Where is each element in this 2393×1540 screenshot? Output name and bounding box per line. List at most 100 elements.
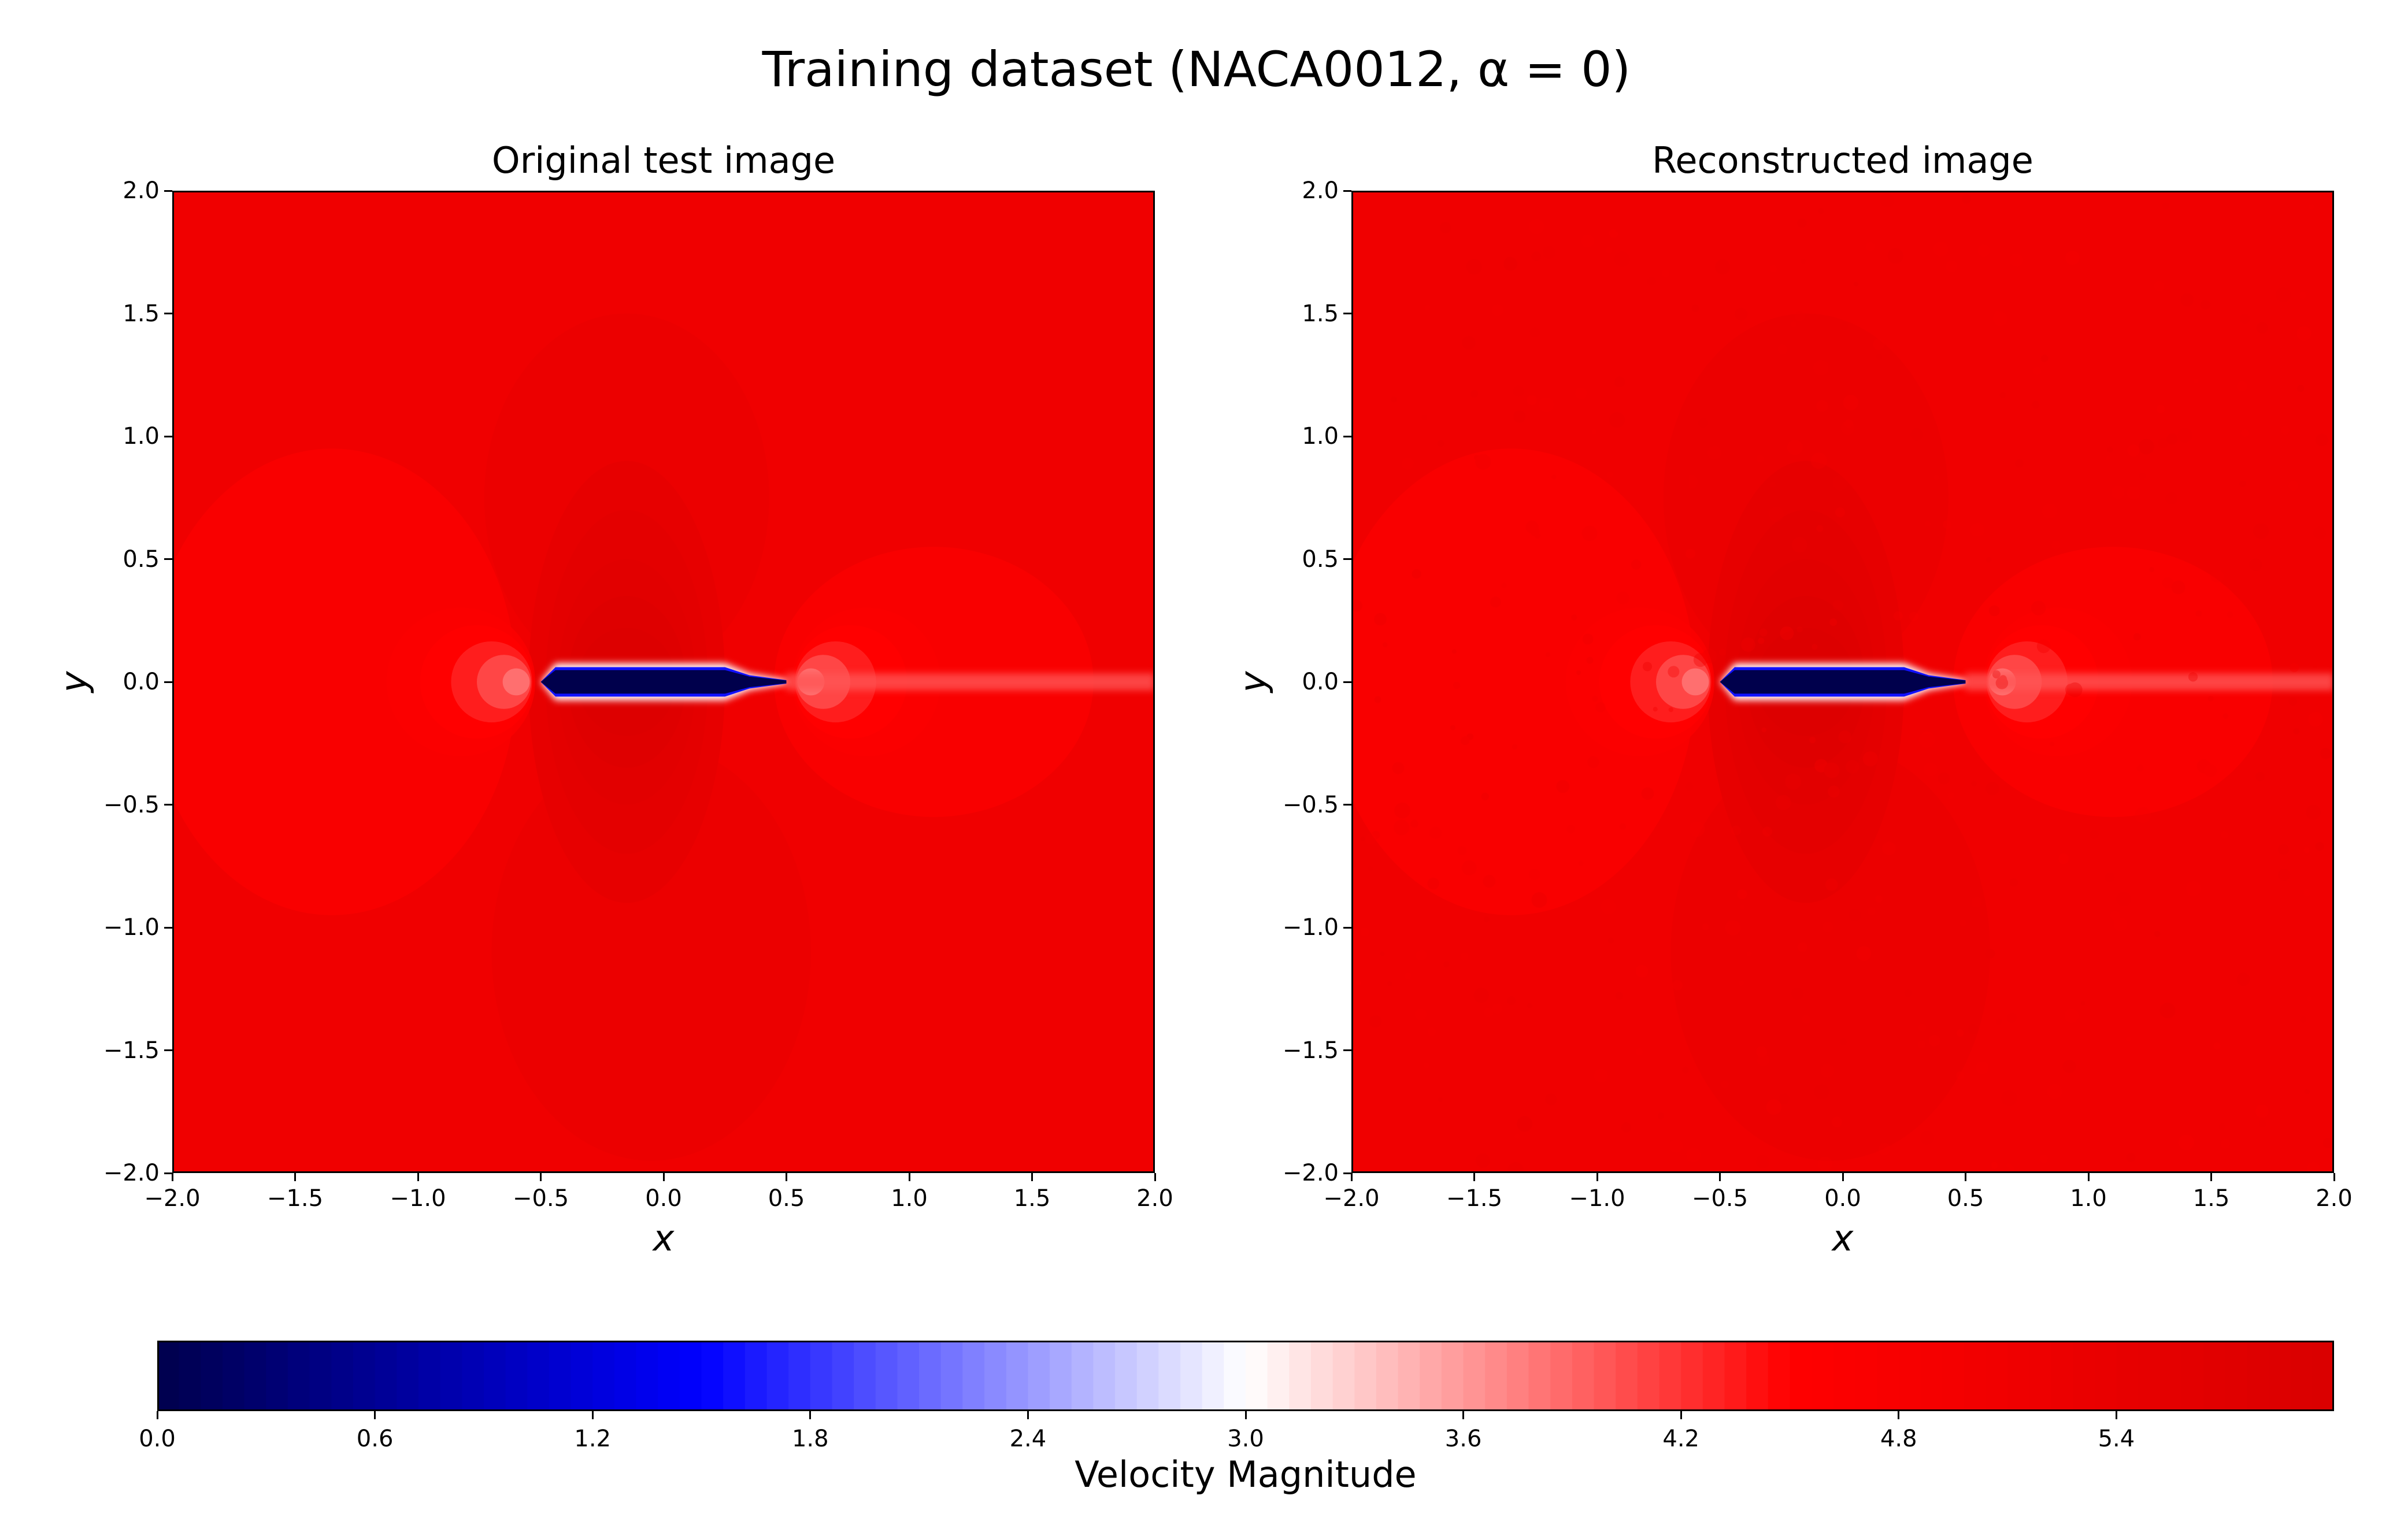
y-tick-label: 1.5 [1302, 300, 1339, 327]
colorbar-level [962, 1341, 986, 1411]
figure-title: Training dataset (NACA0012, α = 0) [762, 41, 1631, 98]
colorbar-level [1768, 1341, 1791, 1411]
x-tick-mark [1965, 1173, 1966, 1181]
colorbar-level [353, 1341, 376, 1411]
colorbar-level [157, 1341, 180, 1411]
colorbar-tick-label: 1.2 [574, 1426, 611, 1452]
y-tick-mark [1343, 190, 1351, 192]
colorbar-level [1050, 1341, 1072, 1411]
heatmap-field [172, 191, 1155, 1173]
x-tick-label: 1.0 [891, 1185, 928, 1212]
colorbar-level [766, 1341, 790, 1411]
colorbar-level [201, 1341, 223, 1411]
y-tick-label: 0.5 [123, 546, 160, 573]
colorbar-level [2290, 1341, 2313, 1411]
colorbar-level [592, 1341, 615, 1411]
y-tick-mark [1343, 435, 1351, 437]
colorbar-level [1637, 1341, 1660, 1411]
x-tick-mark [1350, 1173, 1353, 1181]
colorbar-level [919, 1341, 942, 1411]
colorbar-tick-mark [591, 1411, 594, 1419]
y-tick-mark [164, 926, 172, 929]
colorbar-level [266, 1341, 288, 1411]
colorbar-level [1354, 1341, 1377, 1411]
panel-title-original: Original test image [491, 139, 836, 181]
x-tick-label: 0.5 [768, 1185, 805, 1212]
axes-frame [1351, 191, 2334, 1173]
colorbar-level [483, 1341, 506, 1411]
colorbar-level [1594, 1341, 1617, 1411]
y-tick-label: 0.5 [1302, 546, 1339, 573]
x-tick-label: 0.0 [1824, 1185, 1861, 1212]
x-tick-label: 0.5 [1947, 1185, 1984, 1212]
colorbar-level [1332, 1341, 1355, 1411]
colorbar-level [1310, 1341, 1333, 1411]
y-tick-label: 1.0 [1302, 423, 1339, 450]
y-tick-mark [164, 313, 172, 314]
x-tick-label: −0.5 [512, 1185, 569, 1212]
y-tick-mark [1343, 926, 1351, 929]
stagnation-ring-0-4 [502, 668, 530, 696]
colorbar-tick-label: 0.6 [356, 1426, 394, 1452]
colorbar-level [2225, 1341, 2248, 1411]
colorbar-level [744, 1341, 768, 1411]
y-tick-mark [164, 1049, 172, 1051]
colorbar-level [1246, 1341, 1268, 1411]
x-tick-mark [417, 1173, 419, 1181]
colorbar-level [331, 1341, 354, 1411]
x-tick-mark [2087, 1173, 2090, 1181]
colorbar-level [679, 1341, 702, 1411]
colorbar-level [1136, 1341, 1160, 1411]
colorbar-tick-label: 4.8 [1880, 1426, 1917, 1452]
x-tick-label: 2.0 [2316, 1185, 2353, 1212]
colorbar-frame [157, 1341, 2334, 1411]
colorbar-level [1093, 1341, 1116, 1411]
colorbar-level [2203, 1341, 2226, 1411]
colorbar-level [244, 1341, 267, 1411]
colorbar-level [1877, 1341, 1899, 1411]
colorbar-level [1420, 1341, 1442, 1411]
colorbar-level [1942, 1341, 1965, 1411]
colorbar-level [462, 1341, 484, 1411]
colorbar-level [832, 1341, 855, 1411]
x-tick-mark [662, 1173, 665, 1181]
colorbar-level [2029, 1341, 2052, 1411]
colorbar-tick-mark [374, 1411, 376, 1419]
y-tick-label: 0.0 [1302, 669, 1339, 695]
colorbar-level [984, 1341, 1007, 1411]
reconstruction-noise [1351, 191, 2334, 1173]
colorbar-level [2116, 1341, 2139, 1411]
heatmap-reconstructed [1351, 191, 2334, 1173]
colorbar-level [1855, 1341, 1878, 1411]
colorbar-tick-label: 1.8 [791, 1426, 829, 1452]
colorbar-tick-mark [1462, 1411, 1465, 1419]
wake [786, 673, 1155, 691]
colorbar-level [1267, 1341, 1290, 1411]
y-tick-mark [1343, 804, 1351, 806]
colorbar-level [897, 1341, 920, 1411]
colorbar-level [1028, 1341, 1051, 1411]
colorbar-level [2181, 1341, 2205, 1411]
colorbar-level [2094, 1341, 2117, 1411]
x-tick-mark [171, 1173, 173, 1181]
colorbar-level [701, 1341, 724, 1411]
y-tick-mark [164, 804, 172, 806]
colorbar-label: Velocity Magnitude [1075, 1453, 1417, 1496]
colorbar-level [1833, 1341, 1856, 1411]
colorbar-level [1398, 1341, 1421, 1411]
colorbar-level [1006, 1341, 1029, 1411]
y-tick-label: −2.0 [103, 1160, 160, 1186]
colorbar-level [418, 1341, 441, 1411]
heatmap-original [172, 191, 1155, 1173]
colorbar-level [440, 1341, 463, 1411]
colorbar-tick-label: 0.0 [139, 1426, 176, 1452]
colorbar-tick-mark [1898, 1411, 1900, 1419]
x-tick-mark [1596, 1173, 1598, 1181]
x-tick-label: −1.0 [390, 1185, 446, 1212]
upstream-lobe [1351, 448, 1695, 915]
x-tick-mark [786, 1173, 787, 1181]
y-tick-mark [1343, 558, 1351, 560]
colorbar-level [1550, 1341, 1573, 1411]
y-tick-label: −1.0 [1282, 914, 1339, 941]
colorbar-level [1158, 1341, 1181, 1411]
